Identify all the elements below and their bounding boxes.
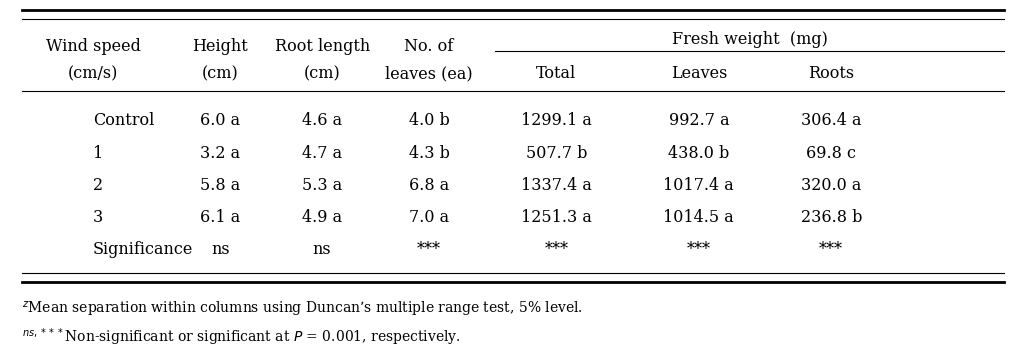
- Text: ***: ***: [417, 241, 441, 258]
- Text: $^z$Mean separation within columns using Duncan’s multiple range test, 5% level.: $^z$Mean separation within columns using…: [21, 300, 583, 319]
- Text: 320.0 a: 320.0 a: [801, 177, 862, 193]
- Text: ***: ***: [687, 241, 711, 258]
- Text: Root length: Root length: [275, 38, 370, 55]
- Text: 1251.3 a: 1251.3 a: [521, 209, 592, 226]
- Text: 992.7 a: 992.7 a: [669, 113, 729, 130]
- Text: 7.0 a: 7.0 a: [409, 209, 449, 226]
- Text: 4.7 a: 4.7 a: [302, 144, 342, 162]
- Text: 1337.4 a: 1337.4 a: [521, 177, 592, 193]
- Text: Wind speed: Wind speed: [46, 38, 141, 55]
- Text: 4.6 a: 4.6 a: [302, 113, 342, 130]
- Text: 306.4 a: 306.4 a: [801, 113, 862, 130]
- Text: ***: ***: [544, 241, 569, 258]
- Text: Height: Height: [192, 38, 248, 55]
- Text: Fresh weight  (mg): Fresh weight (mg): [672, 31, 828, 48]
- Text: ns: ns: [312, 241, 332, 258]
- Text: 3: 3: [93, 209, 103, 226]
- Text: ***: ***: [819, 241, 843, 258]
- Text: Leaves: Leaves: [671, 65, 727, 82]
- Text: 6.0 a: 6.0 a: [200, 113, 240, 130]
- Text: 4.9 a: 4.9 a: [302, 209, 342, 226]
- Text: (cm): (cm): [202, 65, 239, 82]
- Text: Control: Control: [93, 113, 154, 130]
- Text: leaves (ea): leaves (ea): [385, 65, 473, 82]
- Text: 438.0 b: 438.0 b: [669, 144, 729, 162]
- Text: $^{ns,***}$Non-significant or significant at $P$ = 0.001, respectively.: $^{ns,***}$Non-significant or significan…: [21, 326, 460, 348]
- Text: 1299.1 a: 1299.1 a: [521, 113, 592, 130]
- Text: 3.2 a: 3.2 a: [200, 144, 240, 162]
- Text: 69.8 c: 69.8 c: [807, 144, 857, 162]
- Text: 2: 2: [93, 177, 103, 193]
- Text: 4.0 b: 4.0 b: [408, 113, 449, 130]
- Text: 5.8 a: 5.8 a: [200, 177, 240, 193]
- Text: 507.7 b: 507.7 b: [526, 144, 587, 162]
- Text: No. of: No. of: [404, 38, 453, 55]
- Text: Total: Total: [536, 65, 577, 82]
- Text: Roots: Roots: [809, 65, 855, 82]
- Text: 1: 1: [93, 144, 103, 162]
- Text: (cm): (cm): [304, 65, 341, 82]
- Text: 1014.5 a: 1014.5 a: [664, 209, 734, 226]
- Text: 4.3 b: 4.3 b: [408, 144, 449, 162]
- Text: 5.3 a: 5.3 a: [302, 177, 342, 193]
- Text: Significance: Significance: [93, 241, 193, 258]
- Text: ns: ns: [211, 241, 230, 258]
- Text: 236.8 b: 236.8 b: [800, 209, 862, 226]
- Text: 6.8 a: 6.8 a: [409, 177, 449, 193]
- Text: (cm/s): (cm/s): [67, 65, 118, 82]
- Text: 6.1 a: 6.1 a: [200, 209, 240, 226]
- Text: 1017.4 a: 1017.4 a: [664, 177, 734, 193]
